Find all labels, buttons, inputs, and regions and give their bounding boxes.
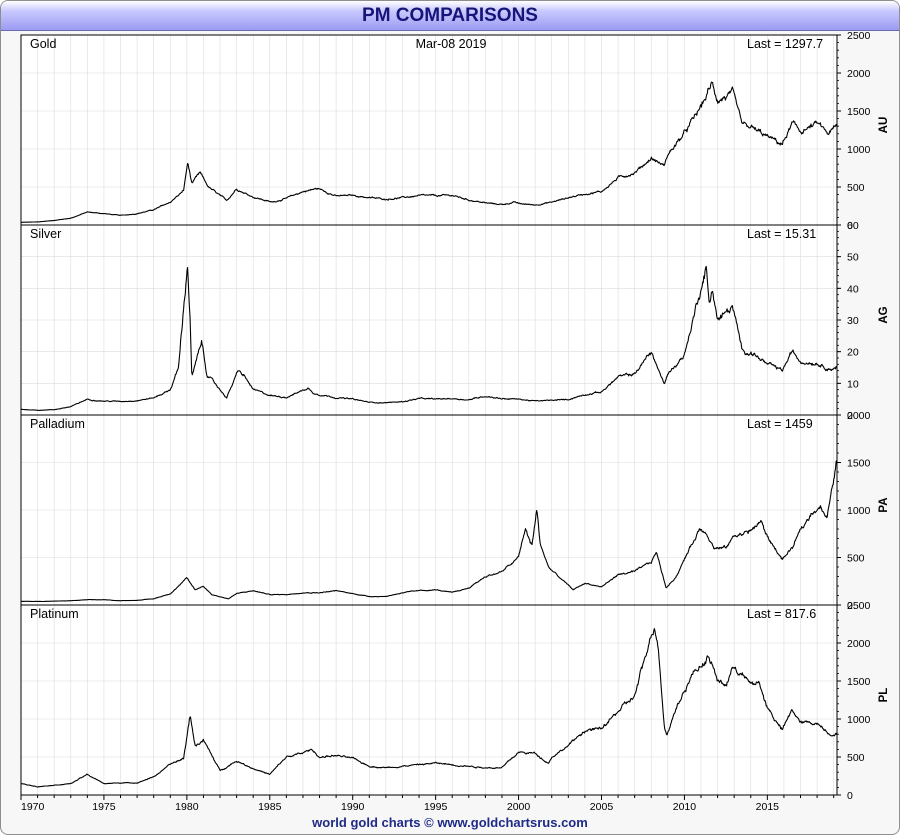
chart-title: PM COMPARISONS bbox=[362, 5, 538, 26]
x-tick-label: 2010 bbox=[673, 801, 697, 813]
y-tick-label: 10 bbox=[847, 378, 859, 390]
series-line-silver bbox=[21, 265, 837, 411]
panel-gold: 0 500 1000 1500 2000 2500 Gold Mar-08 2019 Last … bbox=[20, 30, 890, 232]
axis-label-pl: PL bbox=[878, 688, 890, 703]
y-tick-label: 0 bbox=[847, 410, 853, 422]
axis-label-ag: AG bbox=[878, 306, 890, 323]
x-tick-label: 2005 bbox=[590, 801, 614, 813]
y-tick-label: 500 bbox=[847, 553, 865, 565]
x-tick-label: 2015 bbox=[756, 801, 780, 813]
panel-name: Platinum bbox=[30, 607, 79, 621]
x-tick-label: 1970 bbox=[21, 801, 45, 813]
panel-background bbox=[21, 605, 837, 795]
x-tick-label: 1975 bbox=[92, 801, 116, 813]
last-value-label: Last = 817.6 bbox=[747, 607, 816, 621]
y-tick-label: 2000 bbox=[847, 410, 871, 422]
y-tick-label: 50 bbox=[847, 252, 859, 264]
y-tick-label: 2500 bbox=[847, 600, 871, 612]
y-tick-label: 1000 bbox=[847, 505, 871, 517]
panel-border bbox=[20, 604, 838, 796]
y-tick-label: 40 bbox=[847, 283, 859, 295]
x-tick-label: 2000 bbox=[507, 801, 531, 813]
panel-name: Gold bbox=[30, 37, 56, 51]
y-tick-label: 1500 bbox=[847, 676, 871, 688]
panel-name: Palladium bbox=[30, 417, 85, 431]
y-tick-label: 2500 bbox=[847, 30, 871, 42]
panel-background bbox=[21, 35, 837, 225]
x-tick-label: 1995 bbox=[424, 801, 448, 813]
series-line-gold bbox=[21, 81, 838, 223]
series-line-platinum bbox=[20, 628, 838, 788]
y-tick-label: 2000 bbox=[847, 638, 871, 650]
y-tick-label: 20 bbox=[847, 347, 859, 359]
y-tick-label: 2000 bbox=[847, 68, 871, 80]
last-value-label: Last = 15.31 bbox=[747, 227, 816, 241]
y-tick-label: 500 bbox=[847, 752, 865, 764]
panel-platinum: 0 500 1000 1500 2000 2500 Platinum Last = 817.6… bbox=[20, 600, 890, 802]
y-tick-label: 60 bbox=[847, 220, 859, 232]
title-bar: PM COMPARISONS bbox=[1, 1, 899, 31]
panel-palladium: 0 500 1000 1500 2000 Palladium Last = 1459 PA bbox=[20, 410, 890, 612]
y-tick-label: 1500 bbox=[847, 106, 871, 118]
axis-label-au: AU bbox=[878, 117, 890, 134]
series-line-palladium bbox=[20, 460, 838, 603]
axis-label-pa: PA bbox=[878, 497, 890, 512]
date-label: Mar-08 2019 bbox=[416, 37, 487, 51]
y-tick-label: 1500 bbox=[847, 458, 871, 470]
x-tick-label: 1985 bbox=[258, 801, 282, 813]
panel-name: Silver bbox=[30, 227, 61, 241]
x-tick-label: 1980 bbox=[175, 801, 199, 813]
last-value-label: Last = 1459 bbox=[747, 417, 813, 431]
y-tick-label: 1000 bbox=[847, 714, 871, 726]
y-tick-label: 0 bbox=[847, 600, 853, 612]
y-tick-label: 1000 bbox=[847, 144, 871, 156]
x-tick-label: 1990 bbox=[341, 801, 365, 813]
y-tick-label: 30 bbox=[847, 315, 859, 327]
last-value-label: Last = 1297.7 bbox=[747, 37, 823, 51]
panel-silver: 0 10 20 30 40 50 60 Silver Last = 15.31 AG bbox=[20, 220, 890, 422]
y-tick-label: 0 bbox=[847, 790, 853, 802]
y-tick-label: 0 bbox=[847, 220, 853, 232]
y-tick-label: 500 bbox=[847, 182, 865, 194]
footer-credit: world gold charts © www.goldchartsrus.co… bbox=[312, 815, 588, 830]
